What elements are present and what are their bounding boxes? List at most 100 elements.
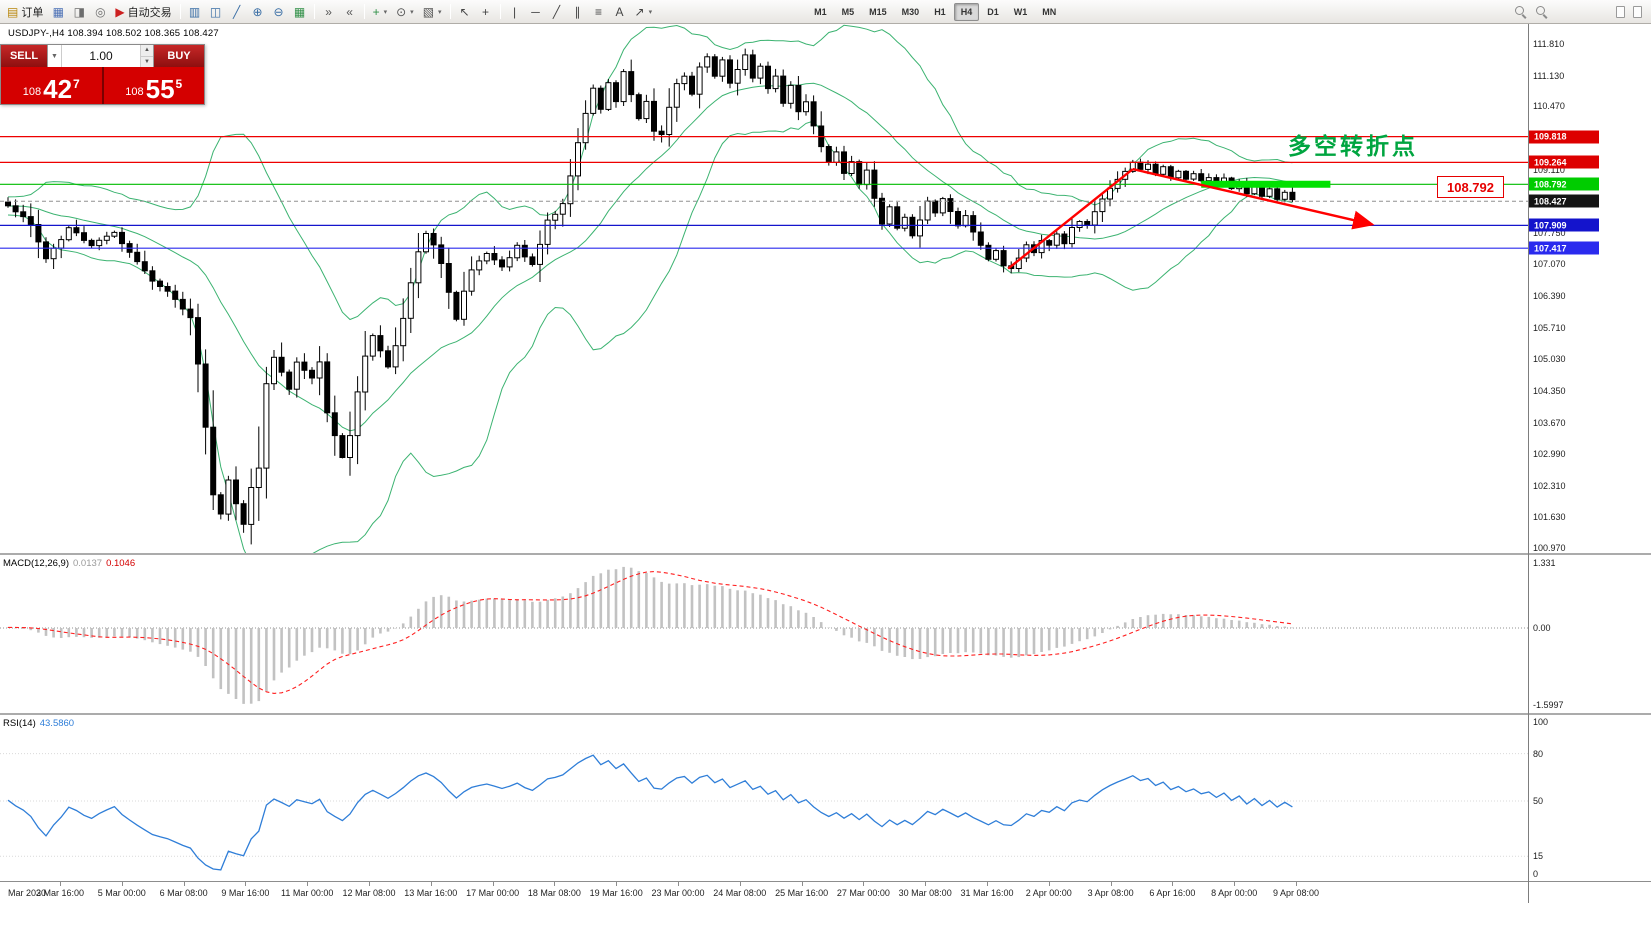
- sell-price-button[interactable]: 108 42 7: [1, 67, 102, 104]
- price-level-badge: 109.264: [1529, 155, 1599, 169]
- rsi-label: RSI(14) 43.5860: [3, 718, 74, 729]
- trendline-button[interactable]: ╱: [547, 2, 567, 22]
- chart-workspace: USDJPY-,H4 108.394 108.502 108.365 108.4…: [0, 24, 1651, 945]
- chart-window-icon: ▦: [52, 4, 65, 19]
- cursor-icon: ↖: [459, 4, 470, 19]
- toolbar-separator: [179, 4, 181, 19]
- candlestick-mode-button[interactable]: ◫: [206, 2, 226, 22]
- price-level-badge: 107.417: [1529, 241, 1599, 255]
- shapes-tool-button[interactable]: ↗ ▾: [631, 2, 657, 22]
- buy-price-button[interactable]: 108 55 5: [103, 67, 204, 104]
- auto-scroll-icon: »: [325, 4, 332, 19]
- date-axis-label: 2 Apr 00:00: [1025, 888, 1072, 898]
- price-axis-tick: 110.470: [1533, 101, 1565, 112]
- line-chart-mode-button[interactable]: ╱: [227, 2, 247, 22]
- sell-price-pip: 7: [73, 77, 80, 91]
- new-order-icon: ▤: [7, 4, 19, 19]
- date-axis-label: 24 Mar 08:00: [713, 888, 767, 898]
- price-chart[interactable]: [0, 24, 1651, 553]
- date-axis-label: 6 Apr 16:00: [1149, 888, 1196, 898]
- date-axis-label: 3 Mar 16:00: [35, 888, 85, 898]
- profiles-button[interactable]: ◨: [69, 2, 89, 22]
- volume-decrease-button[interactable]: ▼: [141, 56, 153, 67]
- date-axis-tick: [863, 882, 865, 886]
- pane-separator[interactable]: [0, 713, 1651, 715]
- volume-dropdown-icon[interactable]: ▼: [48, 45, 62, 67]
- rsi-axis-tick: 0: [1533, 869, 1539, 879]
- document-icon[interactable]: [1616, 5, 1625, 18]
- zoom-tool-icon[interactable]: [1535, 5, 1548, 18]
- vertical-line-button[interactable]: |: [505, 2, 525, 22]
- price-level-badge: 109.818: [1529, 130, 1599, 144]
- volume-increase-button[interactable]: ▲: [141, 45, 153, 57]
- data-window-button[interactable]: ◎: [90, 2, 110, 22]
- chart-title: USDJPY-,H4 108.394 108.502 108.365 108.4…: [8, 28, 219, 39]
- indicators-button[interactable]: + ▾: [369, 2, 392, 22]
- auto-scroll-button[interactable]: »: [319, 2, 339, 22]
- toolbar-separator: [313, 4, 315, 19]
- price-chart-pane[interactable]: USDJPY-,H4 108.394 108.502 108.365 108.4…: [0, 24, 1651, 553]
- date-axis-tick: [801, 882, 803, 886]
- toolbar-separator: [449, 4, 451, 19]
- timeframe-d1-button[interactable]: D1: [987, 6, 999, 17]
- sell-button[interactable]: SELL: [1, 45, 47, 67]
- text-tool-icon: A: [615, 4, 624, 19]
- templates-button[interactable]: ▧ ▾: [419, 2, 446, 22]
- zoom-out-icon: ⊖: [273, 4, 284, 19]
- document-icon[interactable]: [1633, 5, 1642, 18]
- time-axis[interactable]: Mar 2020 3 Mar 16:00 5 Mar 00:00 6 Mar 08:0…: [0, 881, 1651, 903]
- timeframe-h4-button[interactable]: H4: [953, 2, 980, 21]
- date-axis-tick: [739, 882, 741, 886]
- text-tool-button[interactable]: A: [610, 2, 630, 22]
- autotrading-button[interactable]: ▶ 自动交易: [111, 2, 175, 22]
- bar-chart-mode-icon: ▥: [188, 4, 201, 19]
- macd-value-2: 0.1046: [106, 558, 136, 569]
- cursor-button[interactable]: ↖: [455, 2, 475, 22]
- timeframe-h1-button[interactable]: H1: [934, 6, 946, 17]
- macd-chart[interactable]: [0, 555, 1651, 713]
- bar-chart-mode-button[interactable]: ▥: [185, 2, 205, 22]
- timeframe-m30-button[interactable]: M30: [901, 6, 920, 17]
- date-axis-tick: [492, 882, 494, 886]
- price-axis-tick: 106.390: [1533, 291, 1566, 301]
- timeframe-mn-button[interactable]: MN: [1042, 6, 1057, 17]
- buy-button[interactable]: BUY: [154, 45, 204, 67]
- periods-button[interactable]: ⊙ ▾: [392, 2, 418, 22]
- date-axis-tick: [616, 882, 618, 886]
- macd-value-1: 0.0137: [73, 558, 103, 569]
- price-axis-tick: 105.710: [1533, 322, 1566, 333]
- search-icon[interactable]: [1514, 5, 1527, 18]
- volume-input[interactable]: ▼ 1.00 ▲ ▼: [47, 45, 154, 67]
- fibonacci-button[interactable]: ≡: [589, 2, 609, 22]
- zoom-out-button[interactable]: ⊖: [269, 2, 289, 22]
- date-axis-label: 12 Mar 08:00: [342, 888, 396, 898]
- timeframe-m5-button[interactable]: M5: [841, 6, 855, 17]
- timeframe-group: M1 M5 M15 M30 H1 H4 D1 W1 MN: [807, 2, 1063, 21]
- zoom-in-button[interactable]: ⊕: [248, 2, 268, 22]
- new-order-button[interactable]: ▤ 订单: [3, 2, 47, 22]
- rsi-axis-tick: 80: [1533, 748, 1544, 759]
- trendline-icon: ╱: [552, 4, 561, 19]
- horizontal-line-button[interactable]: ─: [526, 2, 546, 22]
- chart-shift-button[interactable]: «: [340, 2, 360, 22]
- pane-separator[interactable]: [0, 553, 1651, 555]
- rsi-chart[interactable]: [0, 715, 1651, 881]
- fibonacci-icon: ≡: [595, 4, 603, 19]
- channel-button[interactable]: ∥: [568, 2, 588, 22]
- chart-window-button[interactable]: ▦: [48, 2, 68, 22]
- sell-price-main: 42: [43, 73, 73, 104]
- chevron-down-icon: ▾: [383, 8, 388, 16]
- date-axis-label: 27 Mar 00:00: [836, 888, 890, 898]
- tile-windows-button[interactable]: ▦: [290, 2, 310, 22]
- timeframe-w1-button[interactable]: W1: [1013, 6, 1028, 17]
- rsi-pane[interactable]: RSI(14) 43.5860 100 80 50 15 0: [0, 715, 1651, 881]
- date-axis-tick: [987, 882, 988, 886]
- date-axis-label: 9 Mar 16:00: [221, 888, 270, 898]
- crosshair-button[interactable]: +: [476, 2, 496, 22]
- timeframe-m1-button[interactable]: M1: [814, 6, 827, 17]
- date-axis-label: 8 Apr 00:00: [1211, 888, 1258, 898]
- macd-pane[interactable]: MACD(12,26,9) 0.0137 0.1046 1.331 0.00 -1.59…: [0, 555, 1651, 713]
- timeframe-m15-button[interactable]: M15: [869, 6, 887, 17]
- new-order-button-label: 订单: [21, 6, 44, 19]
- date-axis-tick: [369, 882, 370, 886]
